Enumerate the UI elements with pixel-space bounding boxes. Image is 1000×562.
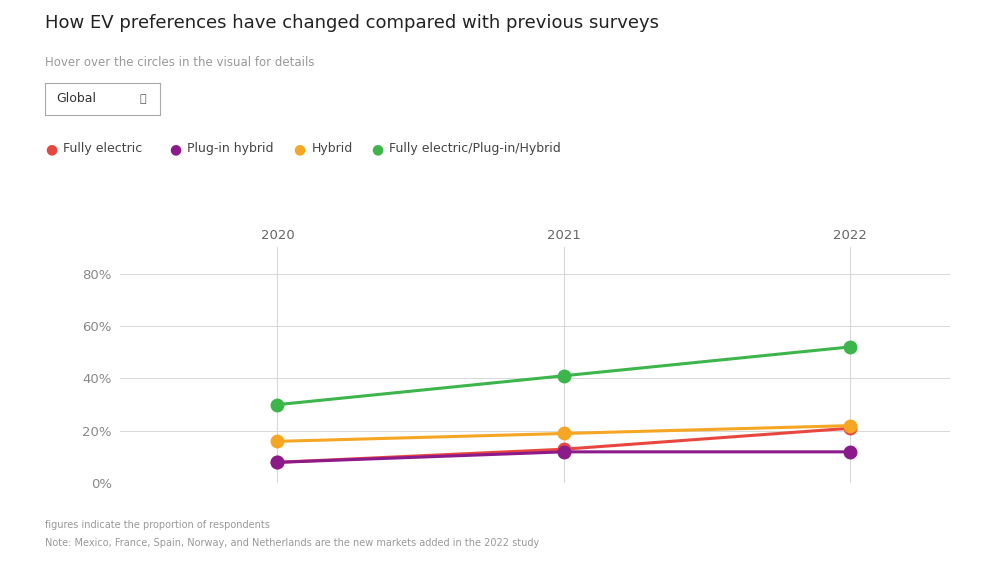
Text: ●: ● [293,142,306,156]
Text: Global: Global [56,92,96,106]
Text: How EV preferences have changed compared with previous surveys: How EV preferences have changed compared… [45,14,659,32]
Text: ●: ● [169,142,181,156]
Text: Fully electric: Fully electric [63,142,142,156]
Text: Fully electric/Plug-in/Hybrid: Fully electric/Plug-in/Hybrid [389,142,561,156]
Text: Hover over the circles in the visual for details: Hover over the circles in the visual for… [45,56,314,69]
Text: ●: ● [45,142,57,156]
Text: ●: ● [371,142,383,156]
Text: Plug-in hybrid: Plug-in hybrid [187,142,274,156]
Text: figures indicate the proportion of respondents: figures indicate the proportion of respo… [45,520,270,530]
Text: Hybrid: Hybrid [311,142,353,156]
Text: ⬥: ⬥ [139,94,146,104]
Text: Note: Mexico, France, Spain, Norway, and Netherlands are the new markets added i: Note: Mexico, France, Spain, Norway, and… [45,538,539,549]
